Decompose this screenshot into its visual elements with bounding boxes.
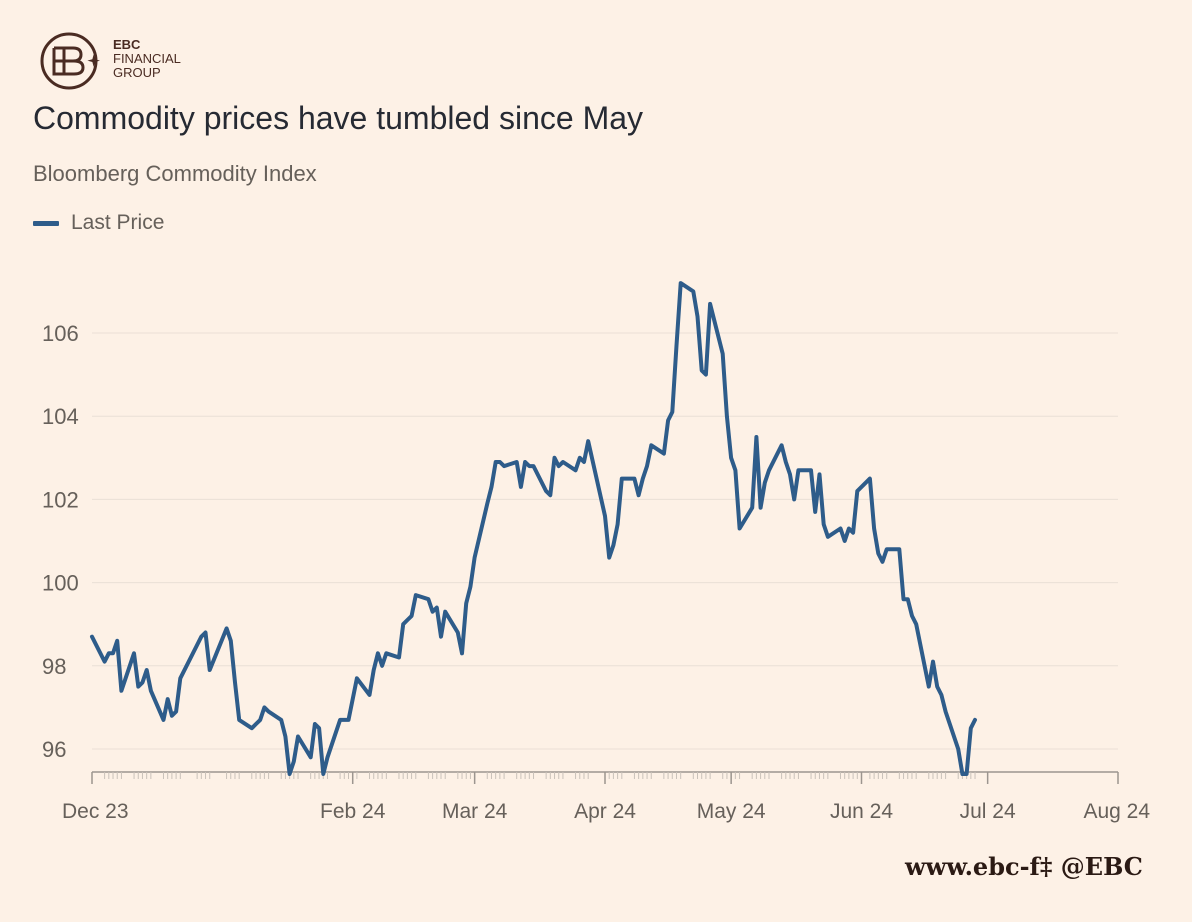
x-tick-label: Dec 23	[62, 800, 129, 823]
brand-line-3: GROUP	[113, 65, 161, 80]
brand-line-1: EBC	[113, 37, 141, 52]
chart-legend: Last Price	[33, 211, 164, 235]
ebc-logo-icon	[40, 32, 100, 90]
y-tick-label: 100	[42, 571, 79, 596]
x-tick-label: May 24	[697, 800, 766, 823]
series-line-last-price	[90, 281, 977, 776]
brand-logo: EBC FINANCIAL GROUP	[40, 30, 200, 92]
brand-name: EBC FINANCIAL GROUP	[113, 38, 181, 80]
x-tick-label: Feb 24	[320, 800, 386, 823]
y-tick-label: 104	[42, 404, 79, 429]
brand-line-2: FINANCIAL	[113, 51, 181, 66]
legend-label-last-price: Last Price	[71, 211, 165, 234]
chart-title: Commodity prices have tumbled since May	[33, 100, 644, 136]
x-tick-label: Apr 24	[574, 800, 636, 823]
x-tick-label: Mar 24	[442, 800, 508, 823]
x-tick-label: Jun 24	[830, 800, 893, 823]
y-tick-label: 96	[42, 737, 66, 762]
legend-line-swatch	[33, 220, 59, 226]
website-watermark: www.ebc-f‡ @EBC	[905, 852, 1143, 881]
y-tick-label: 98	[42, 654, 66, 679]
x-tick-label: Jul 24	[960, 800, 1016, 823]
y-tick-label: 102	[42, 487, 79, 512]
x-tick-label: Aug 24	[1083, 800, 1150, 823]
y-tick-label: 106	[42, 321, 79, 346]
chart-subtitle: Bloomberg Commodity Index	[33, 161, 317, 186]
